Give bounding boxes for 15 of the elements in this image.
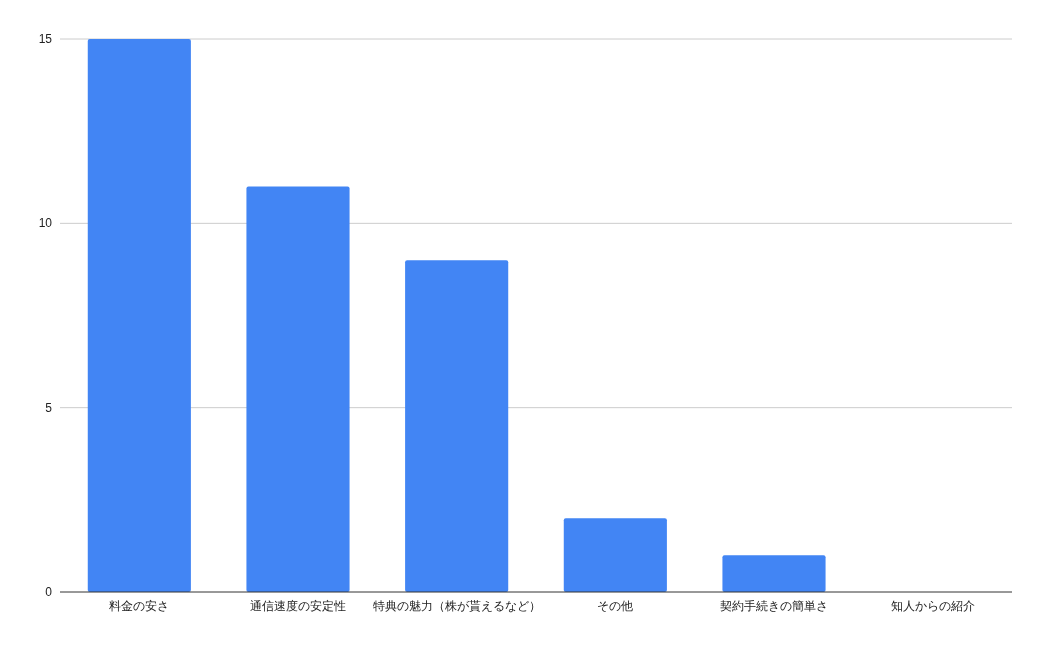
y-tick-label: 0: [45, 585, 53, 599]
bar: [405, 260, 509, 592]
bar: [722, 555, 826, 592]
x-tick-label: 契約手続きの簡単さ: [720, 599, 828, 613]
y-tick-label: 5: [45, 400, 53, 415]
y-tick-label: 15: [38, 32, 53, 46]
y-tick-label: 10: [38, 216, 53, 231]
x-tick-label: 特典の魅力（株が貰えるなど）: [372, 599, 541, 613]
bar: [246, 186, 350, 592]
bar: [563, 518, 667, 592]
x-tick-label: 通信速度の安定性: [250, 599, 346, 613]
x-tick-label: その他: [597, 599, 634, 613]
x-tick-label: 料金の安さ: [109, 599, 170, 613]
bar: [87, 39, 191, 592]
x-tick-label: 知人からの紹介: [890, 599, 975, 613]
